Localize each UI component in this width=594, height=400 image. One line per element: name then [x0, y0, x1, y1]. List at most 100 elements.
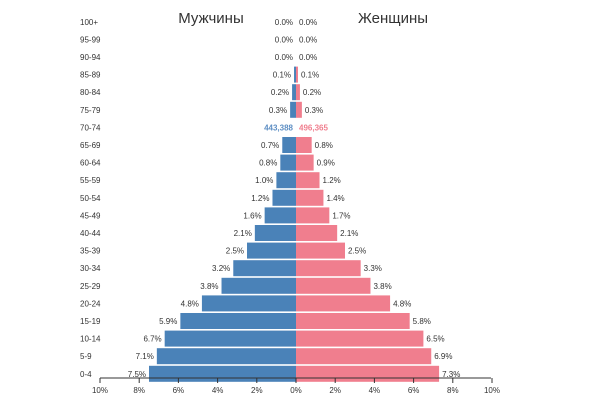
female-bar: [296, 242, 345, 259]
female-bar: [296, 101, 302, 118]
female-value-label: 0.0%: [299, 18, 317, 27]
female-value-label: 0.0%: [299, 35, 317, 44]
male-bar: [233, 260, 296, 277]
male-value-label: 4.8%: [181, 299, 199, 308]
female-value-label: 4.8%: [393, 299, 411, 308]
age-label: 95-99: [80, 35, 101, 44]
age-label: 40-44: [80, 229, 101, 238]
age-label: 45-49: [80, 211, 101, 220]
male-value-label: 1.2%: [251, 194, 269, 203]
female-value-label: 0.9%: [317, 159, 335, 168]
male-value-label: 1.6%: [243, 211, 261, 220]
male-bar: [164, 330, 296, 347]
male-value-label: 7.1%: [136, 352, 154, 361]
male-value-label: 2.5%: [226, 247, 244, 256]
male-bar: [221, 277, 296, 294]
male-value-label: 0.8%: [259, 159, 277, 168]
female-value-label: 1.2%: [323, 176, 341, 185]
male-value-label: 5.9%: [159, 317, 177, 326]
male-value-label: 7.5%: [128, 370, 146, 379]
male-bar: [290, 101, 296, 118]
male-bar: [280, 154, 296, 171]
female-value-label: 0.2%: [303, 88, 321, 97]
age-label: 50-54: [80, 194, 101, 203]
x-tick-label: 10%: [92, 386, 108, 395]
age-label: 0-4: [80, 370, 92, 379]
female-value-label: 0.8%: [315, 141, 333, 150]
male-bar: [247, 242, 296, 259]
x-tick-label: 2%: [329, 386, 341, 395]
x-tick-label: 6%: [408, 386, 420, 395]
female-value-label: 6.5%: [426, 335, 444, 344]
male-bar: [180, 313, 296, 329]
male-bar: [272, 189, 296, 206]
male-count-label: 443,388: [264, 123, 293, 132]
x-tick-label: 6%: [173, 386, 185, 395]
male-value-label: 0.0%: [275, 35, 293, 44]
male-value-label: 0.0%: [275, 18, 293, 27]
female-value-label: 5.8%: [413, 317, 431, 326]
female-bar: [296, 260, 361, 277]
female-bar: [296, 66, 298, 83]
female-bar: [296, 172, 320, 189]
age-label: 85-89: [80, 71, 101, 80]
x-tick-label: 8%: [133, 386, 145, 395]
female-value-label: 1.4%: [326, 194, 344, 203]
male-title: Мужчины: [178, 10, 243, 27]
female-value-label: 0.3%: [305, 106, 323, 115]
age-label: 20-24: [80, 299, 101, 308]
male-bar: [294, 66, 296, 83]
female-bar: [296, 225, 338, 241]
male-bar: [264, 207, 296, 224]
age-label: 10-14: [80, 335, 101, 344]
age-label: 60-64: [80, 159, 101, 168]
male-value-label: 0.7%: [261, 141, 279, 150]
female-value-label: 0.0%: [299, 53, 317, 62]
age-label: 55-59: [80, 176, 101, 185]
male-value-label: 3.8%: [200, 282, 218, 291]
female-bar: [296, 295, 391, 312]
age-label: 30-34: [80, 264, 101, 273]
x-tick-label: 4%: [369, 386, 381, 395]
labels-group: 100+ 0.0% 0.0% 95-99 0.0% 0.0% 90-94 0.0% 0.0% 85…: [80, 18, 460, 379]
age-label: 65-69: [80, 141, 101, 150]
male-value-label: 6.7%: [143, 335, 161, 344]
female-bar: [296, 84, 300, 101]
male-bar: [254, 225, 296, 241]
male-bar: [156, 348, 296, 365]
female-value-label: 7.3%: [442, 370, 460, 379]
female-value-label: 2.1%: [340, 229, 358, 238]
age-label: 80-84: [80, 88, 101, 97]
female-bar: [296, 348, 432, 365]
male-value-label: 0.3%: [269, 106, 287, 115]
female-value-label: 1.7%: [332, 211, 350, 220]
female-value-label: 2.5%: [348, 247, 366, 256]
age-label: 15-19: [80, 317, 101, 326]
male-bar: [149, 365, 296, 382]
female-bar: [296, 365, 440, 382]
male-bar: [276, 172, 296, 189]
male-value-label: 3.2%: [212, 264, 230, 273]
female-value-label: 3.3%: [364, 264, 382, 273]
male-value-label: 2.1%: [234, 229, 252, 238]
female-value-label: 6.9%: [434, 352, 452, 361]
age-label: 35-39: [80, 247, 101, 256]
female-title: Женщины: [358, 10, 428, 27]
male-bar: [292, 84, 296, 101]
male-value-label: 0.2%: [271, 88, 289, 97]
x-tick-label: 10%: [484, 386, 500, 395]
x-tick-label: 0%: [290, 386, 302, 395]
age-label: 25-29: [80, 282, 101, 291]
female-bar: [296, 154, 314, 171]
age-label: 70-74: [80, 123, 101, 132]
male-value-label: 0.0%: [275, 53, 293, 62]
female-bar: [296, 137, 312, 153]
x-tick-label: 4%: [212, 386, 224, 395]
male-value-label: 0.1%: [273, 71, 291, 80]
female-bar: [296, 277, 371, 294]
male-bar: [201, 295, 296, 312]
female-bar: [296, 330, 424, 347]
age-label: 100+: [80, 18, 98, 27]
female-value-label: 3.8%: [373, 282, 391, 291]
